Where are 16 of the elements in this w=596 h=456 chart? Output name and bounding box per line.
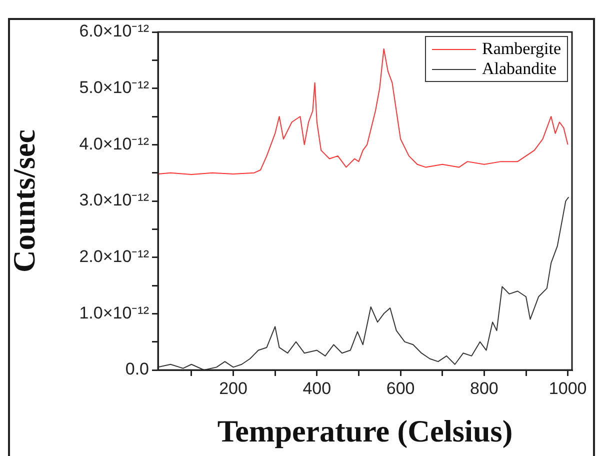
y-tick-label: 3.0×10⁻¹²	[79, 190, 150, 210]
y-tick-label: 0.0	[125, 360, 149, 379]
y-tick-label: 2.0×10⁻¹²	[79, 247, 150, 266]
x-tick-label: 1000	[548, 378, 587, 398]
x-axis-title: Temperature (Celsius)	[217, 413, 513, 448]
legend-label: Rambergite	[482, 39, 561, 59]
y-axis-title: Counts/sec	[6, 130, 42, 272]
y-tick-label: 4.0×10⁻¹²	[79, 134, 150, 154]
x-tick-label: 800	[470, 378, 498, 398]
x-tick-label: 600	[386, 378, 415, 398]
y-tick-label: 1.0×10⁻¹²	[79, 303, 150, 322]
x-tick-label: 200	[219, 378, 248, 398]
y-tick-label: 5.0×10⁻¹²	[79, 78, 150, 98]
y-tick-label: 6.0×10⁻¹²	[79, 22, 150, 41]
legend-label: Alabandite	[482, 59, 557, 79]
x-tick-label: 400	[302, 378, 332, 398]
